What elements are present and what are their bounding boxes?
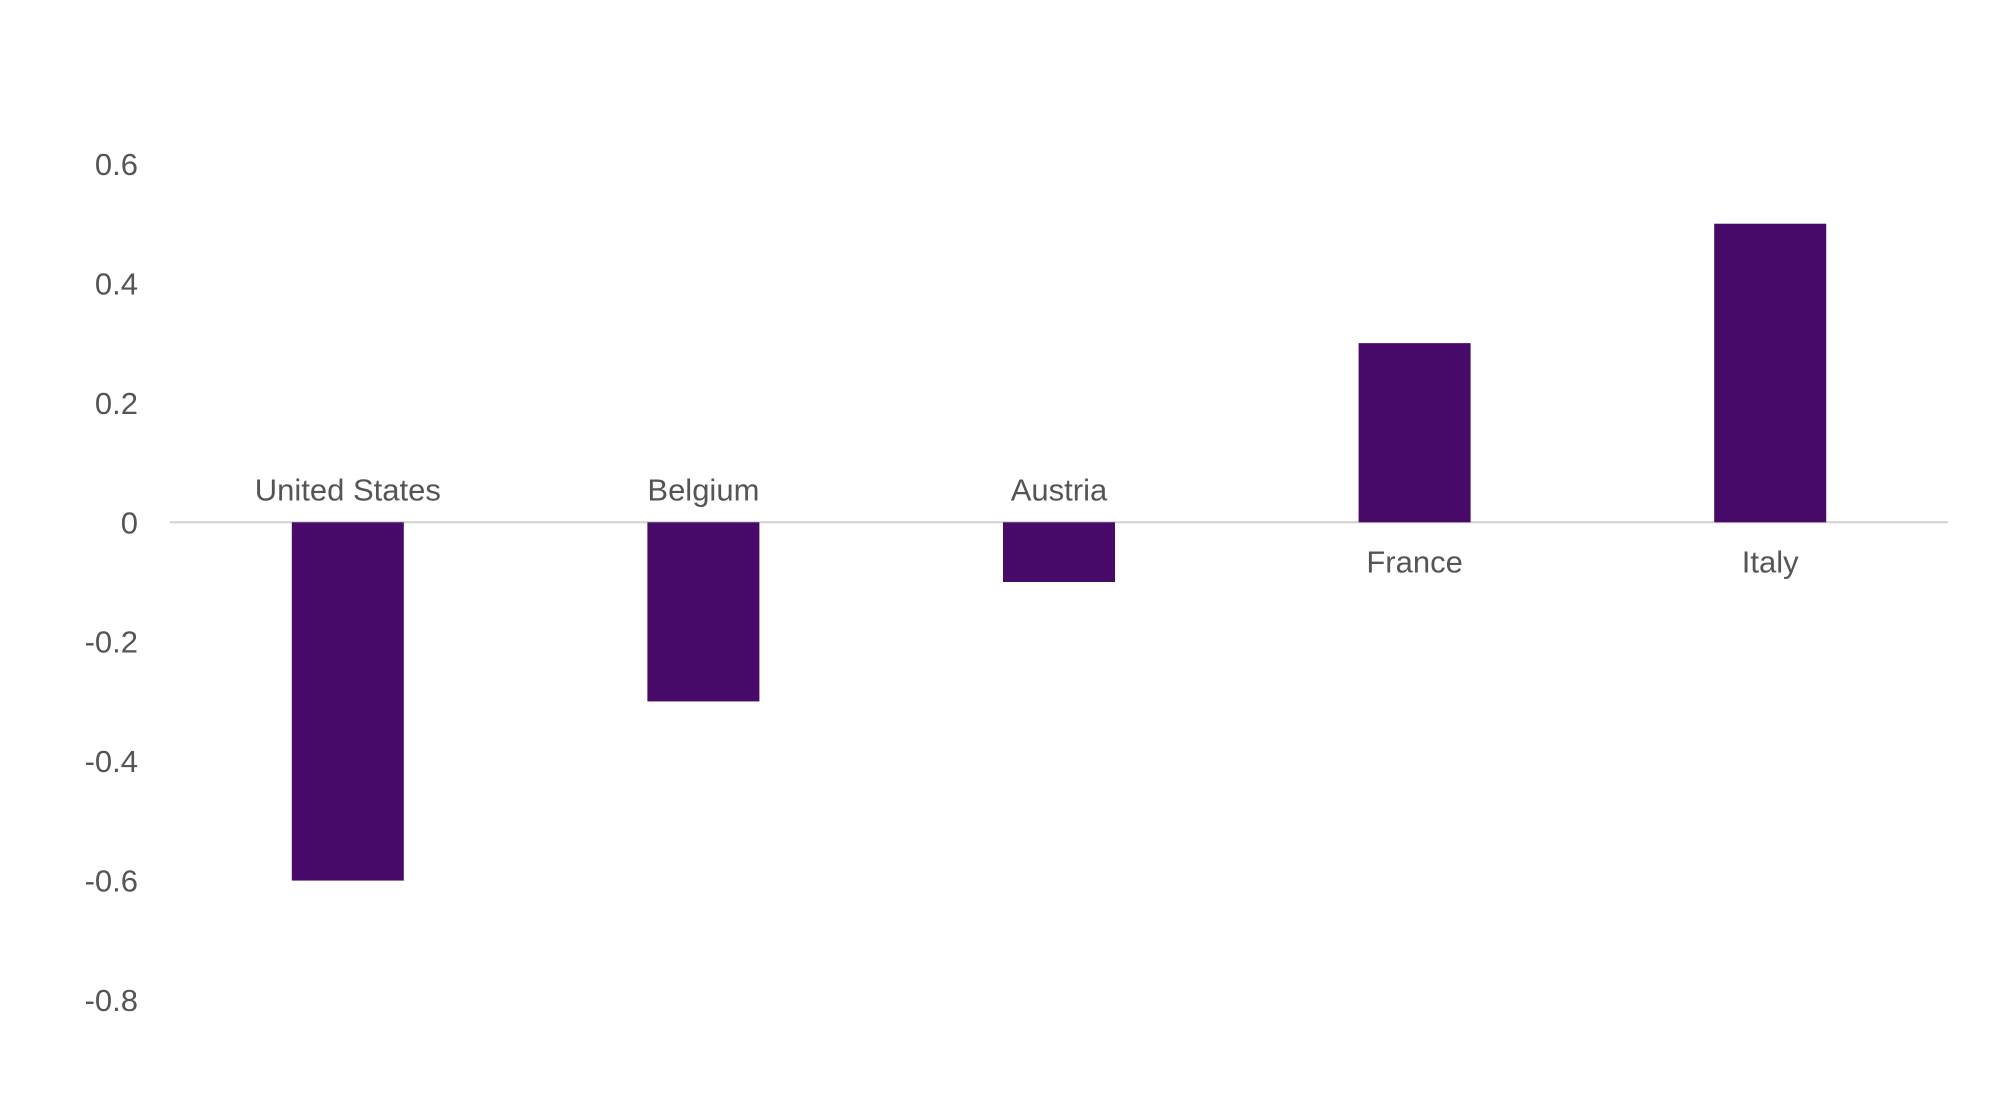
bar-italy (1714, 223, 1827, 523)
bars-group (291, 223, 1827, 881)
category-labels: United States Belgium Austria France Italy (255, 472, 1799, 579)
y-tick-label: 0 (121, 505, 138, 540)
category-label: Austria (1011, 472, 1108, 507)
y-tick-label: 0.2 (95, 386, 138, 421)
category-label: Italy (1742, 544, 1799, 579)
category-label: Belgium (647, 472, 759, 507)
y-tick-label: -0.6 (85, 864, 138, 899)
bar-united-states (291, 522, 404, 881)
bar-france (1358, 343, 1471, 523)
bar-belgium (647, 522, 760, 702)
y-tick-label: -0.2 (85, 625, 138, 660)
category-label: United States (255, 472, 441, 507)
y-tick-label: -0.4 (85, 744, 138, 779)
category-label: France (1366, 544, 1462, 579)
y-axis: 0.6 0.4 0.2 0 -0.2 -0.4 -0.6 -0.8 (85, 147, 138, 1018)
bar-austria (1003, 522, 1115, 582)
y-tick-label: -0.8 (85, 983, 138, 1018)
y-tick-label: 0.6 (95, 147, 138, 182)
y-tick-label: 0.4 (95, 266, 138, 301)
